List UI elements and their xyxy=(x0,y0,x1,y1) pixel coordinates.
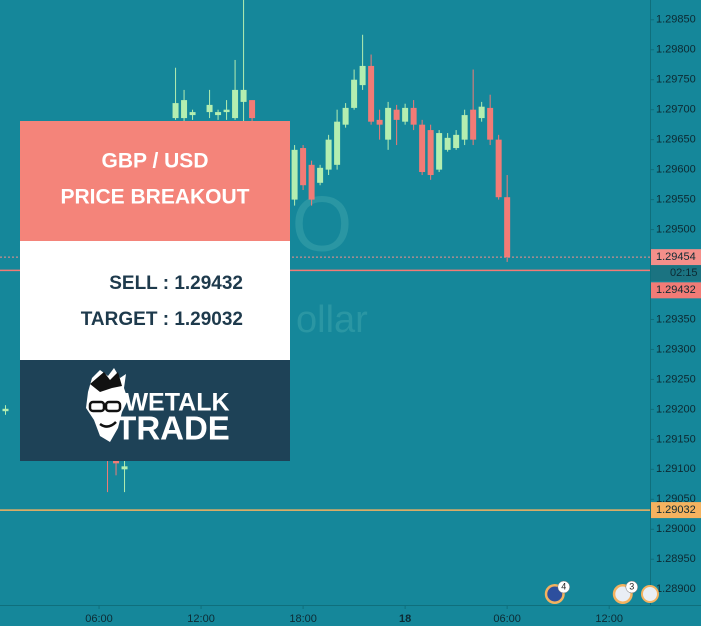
price-tag xyxy=(651,249,701,266)
card-body xyxy=(20,241,290,360)
candle-body xyxy=(334,121,341,165)
event-count-badge xyxy=(625,580,639,594)
y-tick-label: 1.29700 xyxy=(656,104,696,116)
candle-body xyxy=(300,148,307,186)
candle-body xyxy=(342,107,349,125)
countdown-tag xyxy=(651,265,701,282)
axes: 1.289001.289501.290001.290501.291001.291… xyxy=(85,14,701,625)
price-tag-label: 1.29454 xyxy=(656,251,696,263)
candle-body xyxy=(402,107,409,122)
y-tick-label: 1.29300 xyxy=(656,343,696,355)
candle-body xyxy=(2,408,9,412)
price-tag xyxy=(651,282,701,299)
candle-body xyxy=(249,100,256,119)
candle-body xyxy=(376,119,383,125)
candle-body xyxy=(470,109,477,140)
y-tick-label: 1.29850 xyxy=(656,14,696,26)
candle-body xyxy=(487,107,494,140)
x-tick-label: 12:00 xyxy=(595,613,623,625)
x-tick-label: 18 xyxy=(399,613,411,625)
candle-body xyxy=(453,134,460,149)
target-text: TARGET : 1.29032 xyxy=(81,309,243,330)
watermark-symbol: O xyxy=(292,180,353,268)
candle-body xyxy=(113,460,120,464)
candle-body xyxy=(308,164,315,200)
candle-body xyxy=(189,112,196,116)
logo-text: TRADE xyxy=(116,410,230,447)
event-count: 4 xyxy=(561,581,566,591)
sell-text: SELL : 1.29432 xyxy=(109,273,243,294)
candle-body xyxy=(121,466,128,470)
candle-body xyxy=(410,107,417,125)
card-title: GBP / USD xyxy=(102,150,209,173)
candle-body xyxy=(436,133,443,170)
candle-body xyxy=(232,89,239,119)
y-tick-label: 1.29800 xyxy=(656,44,696,56)
y-tick-label: 1.29350 xyxy=(656,313,696,325)
x-tick-label: 18:00 xyxy=(289,613,317,625)
candle-body xyxy=(215,112,222,116)
candle-body xyxy=(495,139,502,198)
price-tag xyxy=(651,502,701,519)
candle-body xyxy=(206,104,213,113)
candle-body xyxy=(368,65,375,122)
y-tick-label: 1.29550 xyxy=(656,194,696,206)
watermark: O ollar xyxy=(292,180,368,341)
candle-body xyxy=(351,79,358,108)
watermark-description: ollar xyxy=(296,299,368,341)
info-card: GBP / USD PRICE BREAKOUT SELL : 1.29432 … xyxy=(20,121,290,461)
candle-body xyxy=(478,106,485,119)
y-tick-label: 1.29150 xyxy=(656,433,696,445)
candle-body xyxy=(291,149,298,200)
y-tick-label: 1.29000 xyxy=(656,523,696,535)
candle-body xyxy=(461,115,468,140)
y-tick-label: 1.28950 xyxy=(656,553,696,565)
price-tag-label: 1.29432 xyxy=(656,284,696,296)
y-tick-label: 1.29200 xyxy=(656,403,696,415)
plot xyxy=(0,0,650,511)
event-flag xyxy=(641,585,659,603)
candle-body xyxy=(419,124,426,173)
candle-body xyxy=(240,89,247,102)
y-tick-label: 1.29100 xyxy=(656,463,696,475)
event-count-badge xyxy=(557,580,571,594)
candle-body xyxy=(325,139,332,170)
event-count: 3 xyxy=(629,581,634,591)
candle-body xyxy=(444,137,451,150)
candle-body xyxy=(181,100,188,119)
y-tick-label: 1.28900 xyxy=(656,583,696,595)
candle-body xyxy=(427,130,434,176)
x-tick-label: 12:00 xyxy=(187,613,215,625)
card-title: PRICE BREAKOUT xyxy=(60,186,249,209)
candle-body xyxy=(359,65,366,86)
candle-body xyxy=(504,197,511,258)
x-tick-label: 06:00 xyxy=(493,613,521,625)
card-footer xyxy=(20,360,290,461)
candle-body xyxy=(385,107,392,140)
y-tick-label: 1.29650 xyxy=(656,134,696,146)
logo-text: WETALK xyxy=(124,389,229,417)
y-tick-label: 1.29750 xyxy=(656,74,696,86)
candle-body xyxy=(317,167,324,183)
candle-body xyxy=(393,109,400,120)
y-tick-label: 1.29600 xyxy=(656,164,696,176)
candle-body xyxy=(172,103,179,119)
card-header xyxy=(20,121,290,241)
candle-body xyxy=(223,109,230,113)
y-tick-label: 1.29250 xyxy=(656,373,696,385)
countdown: 02:15 xyxy=(670,267,698,279)
y-tick-label: 1.29500 xyxy=(656,223,696,235)
price-tag-label: 1.29032 xyxy=(656,504,696,516)
x-tick-label: 06:00 xyxy=(85,613,113,625)
logo-mascot xyxy=(86,368,128,442)
